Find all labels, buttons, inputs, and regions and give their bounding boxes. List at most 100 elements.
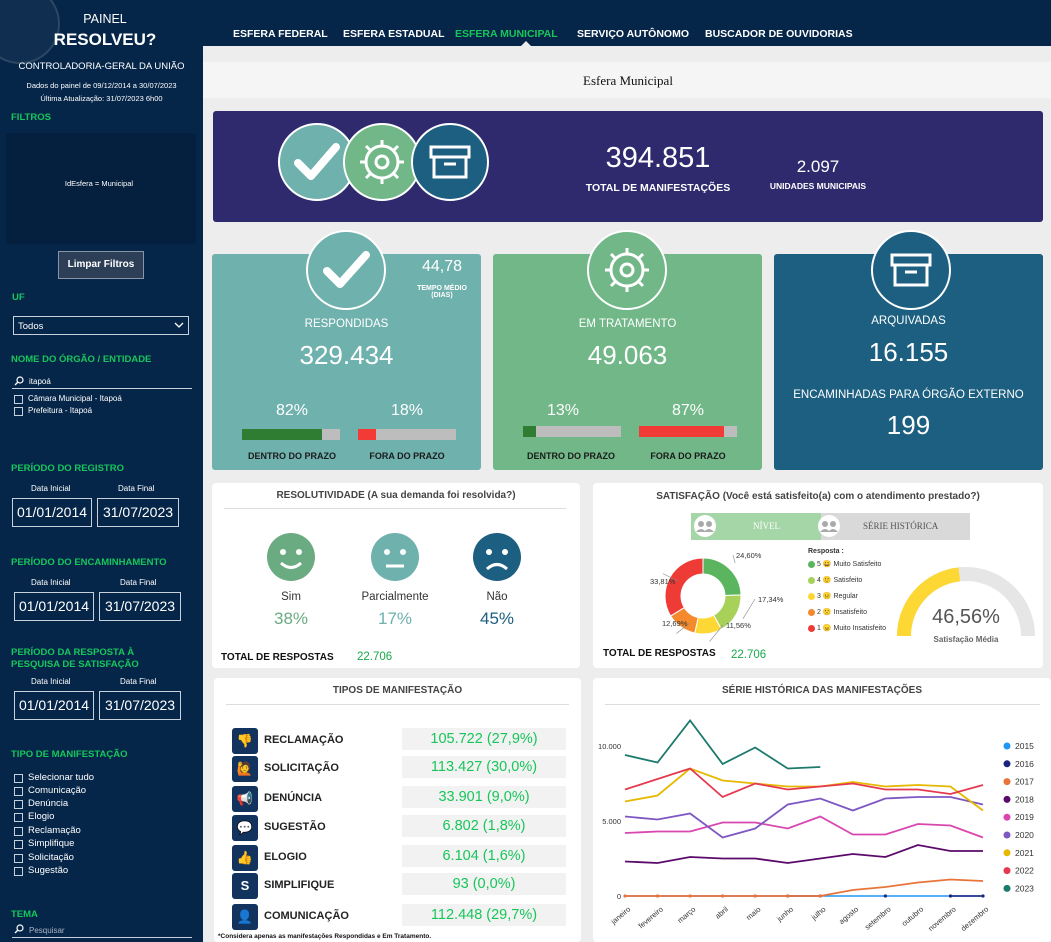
satisfacao-title: SATISFAÇÃO (Você está satisfeito(a) com … (656, 491, 980, 502)
tipo-row: 📢 DENÚNCIA 33.901 (9,0%) (232, 786, 566, 812)
donut-leader-line (742, 598, 756, 619)
orgao-search-text: itapoá (29, 377, 51, 386)
tab-serie-historica[interactable]: SÉRIE HISTÓRICA (818, 513, 970, 540)
total-manifestacoes-label: TOTAL DE MANIFESTAÇÕES (585, 182, 731, 194)
last-update-text: Última Atualização: 31/07/2023 6h00 (40, 94, 163, 103)
tipo-checkbox[interactable]: Selecionar tudo (14, 772, 94, 784)
legend-label: 2022 (1015, 866, 1034, 876)
tema-heading: TEMA (11, 909, 38, 920)
tab-buscador-ouvidorias[interactable]: BUSCADOR DE OUVIDORIAS (705, 28, 853, 40)
series-line-2017 (625, 878, 984, 897)
archive-box-icon (411, 123, 489, 201)
resposta-label: Não (486, 591, 508, 603)
resposta-start-date[interactable]: 01/01/2014 (14, 691, 94, 720)
series-point-2017 (721, 894, 725, 898)
series-point-2017 (688, 894, 692, 898)
dentro-prazo-label: DENTRO DO PRAZO (247, 451, 336, 461)
fora-prazo-label: FORA DO PRAZO (650, 451, 726, 461)
legend-swatch (808, 625, 815, 632)
donut-slice-label: 12,69% (662, 619, 688, 628)
tipo-checkbox[interactable]: Sugestão (14, 865, 68, 877)
tipo-value: 112.448 (29,7%) (402, 904, 566, 926)
series-point-2016 (981, 894, 985, 898)
tema-search-input[interactable]: Pesquisar (12, 922, 192, 938)
uf-dropdown[interactable]: Todos (13, 316, 189, 335)
panel-label: PAINEL (83, 12, 127, 26)
data-inicial-label: Data Inicial (31, 484, 71, 493)
tipos-title: TIPOS DE MANIFESTAÇÃO (332, 685, 463, 696)
respondidas-card: 44,78 TEMPO MÉDIO (DIAS) RESPONDIDAS 329… (212, 230, 481, 470)
legend-label: 1 😠 Muito Insatisfeito (817, 625, 887, 632)
orgao-search-input[interactable]: itapoá (12, 373, 192, 389)
tab-servico-autonomo[interactable]: SERVIÇO AUTÔNOMO (577, 28, 690, 40)
resposta-legend-title: Resposta : (808, 548, 844, 555)
registro-end-date[interactable]: 31/07/2023 (97, 498, 179, 527)
y-tick-label: 0 (617, 892, 621, 901)
tab-nivel[interactable]: NÍVEL (691, 513, 821, 540)
dentro-prazo-label: DENTRO DO PRAZO (526, 451, 615, 461)
x-tick-label: julho (809, 905, 828, 923)
data-inicial-label: Data Inicial (31, 677, 71, 686)
chevron-down-icon (174, 322, 184, 328)
megaphone-icon: 📢 (232, 786, 258, 812)
donut-slice-label: 11,56% (726, 621, 751, 630)
tipo-checkbox[interactable]: Denúncia (14, 798, 68, 810)
satisfacao-donut-chart: 24,60% 17,34% 11,56% 12,69% 33,81% (650, 551, 784, 642)
resposta-end-date[interactable]: 31/07/2023 (99, 691, 181, 720)
users-icon (694, 515, 716, 537)
encaminhamento-end-date[interactable]: 31/07/2023 (99, 592, 181, 621)
x-tick-label: outubro (900, 905, 925, 928)
tipo-row: 👎 RECLAMAÇÃO 105.722 (27,9%) (232, 728, 566, 754)
encaminhamento-start-date[interactable]: 01/01/2014 (14, 592, 94, 621)
panel-name: RESOLVEU? (53, 30, 157, 49)
respondidas-value: 329.434 (299, 340, 394, 370)
resposta-label: Parcialmente (361, 591, 429, 603)
tipo-checkbox[interactable]: Solicitação (14, 852, 74, 864)
dentro-prazo-pct: 82% (275, 402, 309, 419)
legend-label: 3 😐 Regular (817, 593, 859, 600)
x-tick-label: novembro (926, 905, 957, 933)
tipo-checkbox[interactable]: Reclamação (14, 825, 81, 837)
tipo-label: SOLICITAÇÃO (264, 762, 339, 774)
filters-heading: FILTROS (11, 112, 51, 123)
unidades-value: 2.097 (796, 157, 840, 176)
tab-esfera-federal[interactable]: ESFERA FEDERAL (233, 28, 328, 40)
arquivadas-card: ARQUIVADAS 16.155 ENCAMINHADAS PARA ÓRGÃ… (774, 230, 1043, 470)
y-tick-label: 10.000 (598, 742, 621, 751)
legend-swatch (1003, 831, 1011, 839)
fora-prazo-fill (358, 429, 376, 440)
series-line-2021 (624, 767, 984, 812)
legend-swatch (808, 561, 815, 568)
dentro-prazo-pct: 13% (546, 402, 580, 419)
tipo-checkbox[interactable]: Elogio (14, 811, 54, 823)
legend-label: 2 🙁 Insatisfeito (817, 609, 867, 616)
sim-pct: 38% (273, 609, 309, 628)
unidades-label: UNIDADES MUNICIPAIS (769, 181, 867, 191)
tipo-checkbox[interactable]: Simplifique (14, 838, 74, 850)
series-point-2017 (753, 894, 757, 898)
resolutividade-card: RESOLUTIVIDADE (A sua demanda foi resolv… (212, 483, 580, 668)
uf-heading: UF (12, 292, 25, 303)
legend-item: 1 😠 Muito Insatisfeito (808, 624, 886, 634)
orgao-item[interactable]: Prefeitura - Itapoá (14, 405, 92, 417)
comunicacao-icon: 👤 (232, 904, 258, 930)
title-divider (605, 704, 1040, 705)
tab-esfera-municipal[interactable]: ESFERA MUNICIPAL (455, 28, 558, 40)
tema-search-placeholder: Pesquisar (29, 926, 65, 935)
series-line-2020 (624, 796, 984, 839)
tipo-checkbox[interactable]: Comunicação (14, 785, 86, 797)
clear-filters-button[interactable]: Limpar Filtros (58, 251, 144, 279)
series-line-2018 (624, 844, 983, 864)
donut-slice-label: 17,34% (758, 595, 784, 604)
tab-esfera-estadual[interactable]: ESFERA ESTADUAL (343, 28, 445, 40)
legend-label: 5 😀 Muito Satisfeito (817, 561, 882, 568)
active-filter-text: IdEsfera = Municipal (64, 179, 134, 188)
org-name: CONTROLADORIA-GERAL DA UNIÃO (18, 61, 185, 72)
tipo-label: ELOGIO (264, 851, 307, 863)
tipo-row: 🙋 SOLICITAÇÃO 113.427 (30,0%) (232, 756, 566, 782)
neutral-face-icon (371, 533, 419, 581)
legend-label: 2018 (1015, 794, 1034, 804)
orgao-item[interactable]: Câmara Municipal - Itapoá (14, 393, 122, 405)
registro-start-date[interactable]: 01/01/2014 (12, 498, 92, 527)
